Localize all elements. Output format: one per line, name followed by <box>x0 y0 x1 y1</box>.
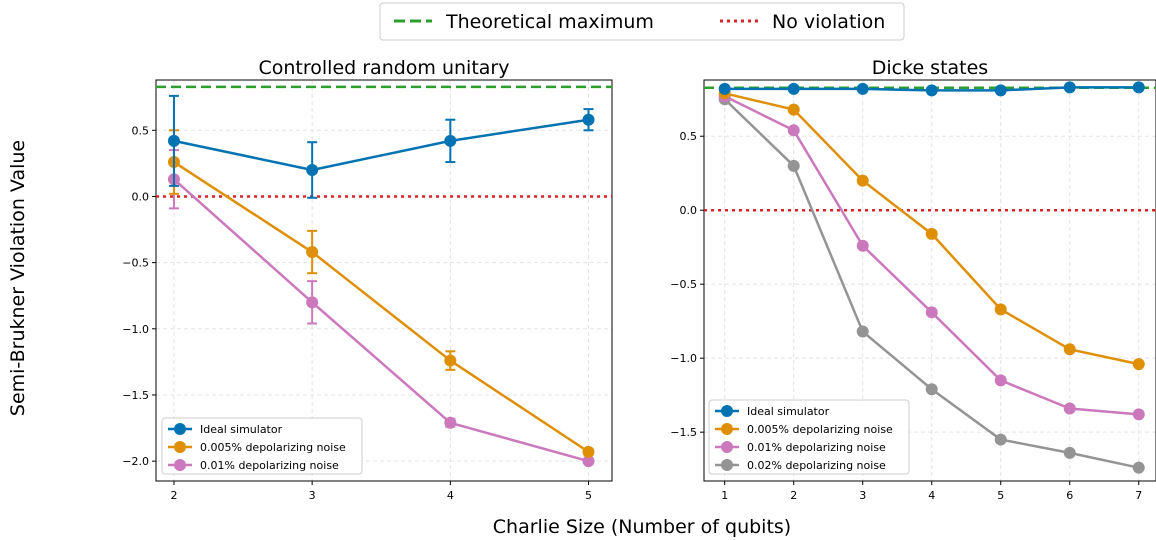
panel-controlled-random-unitary: Controlled random unitary 2 3 4 5 0.5 0.0 −0.5 −… <box>122 57 613 502</box>
y-tick-label-0: 0.0 <box>680 204 698 217</box>
x-tick-label-6: 6 <box>1066 489 1073 502</box>
data-point <box>856 325 869 338</box>
figure-legend: Theoretical maximum No violation <box>379 2 905 41</box>
series-0-01-depolarizing-noise <box>718 90 1145 421</box>
data-point <box>856 239 869 252</box>
legend-swatch-marker-0-01-depolarizing-noise <box>174 459 186 471</box>
series-line-ideal-simulator <box>173 118 589 172</box>
data-point <box>787 159 800 172</box>
data-point <box>787 82 800 95</box>
y-tick-label-1: −1.0 <box>670 352 697 365</box>
data-point <box>306 163 319 176</box>
plot-frame <box>155 79 613 482</box>
panel-legend: Ideal simulator 0.005% depolarizing noise… <box>161 417 363 475</box>
data-point <box>994 303 1007 316</box>
data-point <box>1132 358 1145 371</box>
legend-swatch-marker-ideal-simulator <box>721 405 733 417</box>
data-point <box>718 82 731 95</box>
legend-label-0-01-depolarizing-noise: 0.01% depolarizing noise <box>747 441 886 454</box>
series-0-02-depolarizing-noise <box>718 93 1145 474</box>
panel-dicke-states: Dicke states 1 2 3 4 5 6 7 0.5 0.0 −0.5 −1.0 −1.5 Ide… <box>670 57 1156 502</box>
data-point <box>925 383 938 396</box>
data-point <box>167 134 180 147</box>
data-point <box>1132 81 1145 94</box>
data-point <box>994 84 1007 97</box>
y-tick-label-1: −1.0 <box>122 323 149 336</box>
legend-label-ideal-simulator: Ideal simulator <box>200 423 283 436</box>
data-point <box>1132 408 1145 421</box>
legend-swatch-marker-0-01-depolarizing-noise <box>721 441 733 453</box>
panel-legend-frame <box>161 417 363 475</box>
data-point <box>925 306 938 319</box>
y-tick-label-1-5: −1.5 <box>670 426 697 439</box>
legend-swatch-marker-0-005-depolarizing-noise <box>174 441 186 453</box>
x-tick-label-5: 5 <box>585 489 592 502</box>
panel-title: Controlled random unitary <box>259 57 510 79</box>
data-point <box>994 374 1007 387</box>
plot-frame <box>703 79 1156 482</box>
panel-legend-frame <box>708 399 910 475</box>
data-point <box>582 113 595 126</box>
legend-label-theoretical-maximum: Theoretical maximum <box>445 11 654 33</box>
data-point <box>925 227 938 240</box>
legend-label-no-violation: No violation <box>772 11 885 33</box>
figure-legend-frame <box>379 2 905 41</box>
series-ideal-simulator <box>167 94 595 199</box>
y-tick-label-0-5: −0.5 <box>122 257 149 270</box>
data-point <box>582 445 595 458</box>
legend-label-0-02-depolarizing-noise: 0.02% depolarizing noise <box>747 459 886 472</box>
legend-label-0-01-depolarizing-noise: 0.01% depolarizing noise <box>200 459 339 472</box>
x-tick-label-2: 2 <box>170 489 177 502</box>
data-point <box>582 455 595 468</box>
data-point <box>925 84 938 97</box>
series-0-005-depolarizing-noise <box>718 87 1145 371</box>
y-tick-label-2: −2.0 <box>122 455 149 468</box>
data-point <box>1063 446 1076 459</box>
y-tick-label-1-5: −1.5 <box>122 389 149 402</box>
x-tick-label-4: 4 <box>928 489 935 502</box>
series-line-0-01-depolarizing-noise <box>173 178 589 463</box>
series-ideal-simulator <box>718 81 1145 97</box>
data-point <box>1132 461 1145 474</box>
legend-label-0-005-depolarizing-noise: 0.005% depolarizing noise <box>747 423 893 436</box>
x-tick-label-5: 5 <box>997 489 1004 502</box>
legend-label-0-005-depolarizing-noise: 0.005% depolarizing noise <box>200 441 346 454</box>
data-point <box>306 246 319 259</box>
data-point <box>787 124 800 137</box>
panel-title: Dicke states <box>872 57 988 79</box>
x-axis-label: Charlie Size (Number of qubits) <box>493 516 791 538</box>
x-tick-label-7: 7 <box>1135 489 1142 502</box>
data-point <box>856 174 869 187</box>
panel-legend: Ideal simulator 0.005% depolarizing noise… <box>708 399 910 475</box>
legend-swatch-marker-0-02-depolarizing-noise <box>721 459 733 471</box>
y-axis-label: Semi-Brukner Violation Value <box>7 140 29 416</box>
legend-label-ideal-simulator: Ideal simulator <box>747 405 830 418</box>
data-point <box>1063 81 1076 94</box>
data-point <box>1063 402 1076 415</box>
data-point <box>787 103 800 116</box>
x-tick-label-1: 1 <box>721 489 728 502</box>
data-point <box>444 416 457 429</box>
x-tick-label-3: 3 <box>309 489 316 502</box>
legend-swatch-marker-0-005-depolarizing-noise <box>721 423 733 435</box>
data-point <box>306 296 319 309</box>
legend-swatch-marker-ideal-simulator <box>174 423 186 435</box>
data-point <box>444 354 457 367</box>
data-point <box>1063 343 1076 356</box>
y-tick-label-0-5: −0.5 <box>670 278 697 291</box>
data-point <box>994 433 1007 446</box>
x-tick-label-2: 2 <box>790 489 797 502</box>
y-tick-label-0-5: 0.5 <box>680 130 698 143</box>
y-tick-label-0-5: 0.5 <box>132 124 150 137</box>
data-point <box>856 82 869 95</box>
x-tick-label-3: 3 <box>859 489 866 502</box>
series-line-0-005-depolarizing-noise <box>173 161 590 453</box>
x-tick-label-4: 4 <box>447 489 454 502</box>
data-point <box>444 134 457 147</box>
y-tick-label-0: 0.0 <box>132 190 150 203</box>
series-0-005-depolarizing-noise <box>167 129 595 458</box>
